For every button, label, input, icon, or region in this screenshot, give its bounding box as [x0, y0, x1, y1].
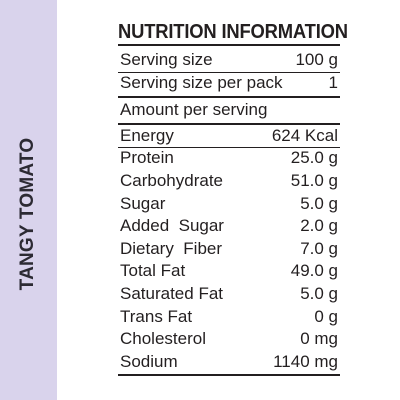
nutrient-row: Trans Fat 0 g	[118, 306, 340, 328]
row-label: Saturated Fat	[120, 284, 224, 303]
title-rule	[118, 44, 340, 46]
nutrient-row: Total Fat 49.0 g	[118, 260, 340, 282]
amount-per-serving: Amount per serving	[120, 100, 268, 119]
row-value: 1	[328, 73, 338, 92]
row-label: Total Fat	[120, 261, 186, 280]
row-rule	[118, 147, 340, 148]
product-name: TANGY TOMATO	[17, 137, 38, 291]
row-value: 5.0 g	[300, 194, 338, 213]
row-value: 5.0 g	[300, 284, 338, 303]
row-label: Serving size	[120, 50, 213, 69]
row-label: Sugar	[120, 194, 166, 213]
section-rule	[118, 96, 340, 98]
nutrient-row: Dietary Fiber 7.0 g	[118, 238, 340, 260]
energy-row: Energy 624 Kcal	[118, 125, 340, 147]
nutrient-row: Protein 25.0 g	[118, 147, 340, 169]
row-label: Energy	[120, 126, 174, 145]
row-label: Sodium	[120, 352, 178, 371]
row-value: 1140 mg	[273, 352, 338, 371]
row-label: Dietary Fiber	[120, 239, 223, 258]
row-value: 25.0 g	[290, 148, 338, 167]
row-value: 0 mg	[300, 329, 338, 348]
nutrient-row: Sodium 1140 mg	[118, 351, 340, 373]
nutrient-row: Added Sugar 2.0 g	[118, 215, 340, 237]
nutrient-row: Saturated Fat 5.0 g	[118, 283, 340, 305]
row-value: 51.0 g	[290, 171, 338, 190]
serving-size-row: Serving size 100 g	[118, 49, 340, 71]
row-rule	[118, 72, 340, 73]
section-rule	[118, 123, 340, 125]
row-value: 624 Kcal	[271, 126, 338, 145]
side-band: TANGY TOMATO	[0, 0, 57, 400]
row-value: 100 g	[295, 50, 338, 69]
panel-title: NUTRITION INFORMATION	[118, 21, 348, 43]
row-value: 49.0 g	[290, 261, 338, 280]
bottom-rule	[118, 374, 340, 376]
row-label: Protein	[120, 148, 174, 167]
row-label: Trans Fat	[120, 307, 193, 326]
row-value: 0 g	[314, 307, 338, 326]
row-value: 2.0 g	[300, 216, 338, 235]
nutrient-row: Sugar 5.0 g	[118, 193, 340, 215]
nutrition-panel: NUTRITION INFORMATION Serving size 100 g…	[118, 0, 348, 400]
row-label: Cholesterol	[120, 329, 206, 348]
servings-per-pack-row: Serving size per pack 1	[118, 72, 340, 94]
row-label: Serving size per pack	[120, 73, 283, 92]
row-value: 7.0 g	[300, 239, 338, 258]
nutrient-row: Cholesterol 0 mg	[118, 328, 340, 350]
nutrient-row: Carbohydrate 51.0 g	[118, 170, 340, 192]
row-label: Carbohydrate	[120, 171, 224, 190]
row-label: Added Sugar	[120, 216, 224, 235]
